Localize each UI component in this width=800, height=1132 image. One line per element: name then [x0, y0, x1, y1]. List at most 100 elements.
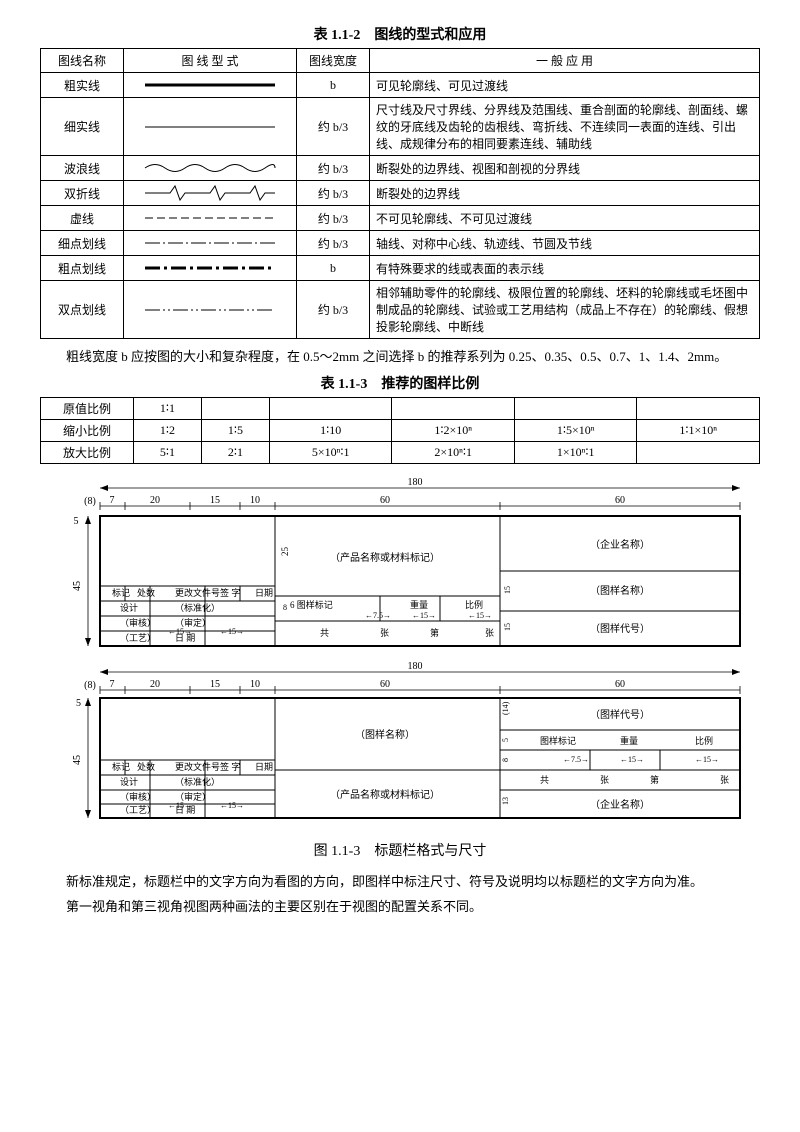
- svg-text:比例: 比例: [465, 599, 483, 610]
- cell-name: 粗实线: [41, 73, 124, 98]
- cell-value: 5∶1: [134, 441, 202, 463]
- svg-text:25: 25: [280, 546, 290, 556]
- cell-name: 波浪线: [41, 156, 124, 181]
- svg-text:45: 45: [72, 581, 83, 591]
- svg-text:←15→: ←15→: [220, 801, 244, 810]
- cell-width: 约 b/3: [297, 98, 370, 156]
- svg-text:图样标记: 图样标记: [540, 735, 576, 746]
- figure-title: 图 1.1-3 标题栏格式与尺寸: [40, 840, 760, 860]
- cell-value: [392, 397, 515, 419]
- svg-text:（图样名称）: （图样名称）: [355, 728, 415, 741]
- svg-text:180: 180: [408, 477, 423, 488]
- svg-text:设计: 设计: [120, 602, 138, 613]
- svg-text:20: 20: [150, 495, 160, 506]
- svg-text:重量: 重量: [410, 599, 428, 610]
- cell-width: 约 b/3: [297, 206, 370, 231]
- cell-style: [124, 231, 297, 256]
- cell-value: 1∶1: [134, 397, 202, 419]
- svg-text:比例: 比例: [695, 735, 713, 746]
- cell-value: 1∶2×10ⁿ: [392, 419, 515, 441]
- cell-usage: 可见轮廓线、可见过渡线: [370, 73, 760, 98]
- table-row: 粗点划线b有特殊要求的线或表面的表示线: [41, 256, 760, 281]
- cell-style: [124, 206, 297, 231]
- svg-text:5: 5: [501, 738, 510, 742]
- table-row: 双点划线约 b/3相邻辅助零件的轮廓线、极限位置的轮廓线、坯料的轮廓线或毛坯图中…: [41, 281, 760, 339]
- table-row: 放大比例5∶12∶15×10ⁿ∶12×10ⁿ∶11×10ⁿ∶1: [41, 441, 760, 463]
- para-b-width: 粗线宽度 b 应按图的大小和复杂程度，在 0.5～2mm 之间选择 b 的推荐系…: [40, 347, 760, 367]
- table2-title: 表 1.1-3 推荐的图样比例: [40, 373, 760, 393]
- th-width: 图线宽度: [297, 49, 370, 73]
- svg-text:←15→: ←15→: [168, 801, 192, 810]
- cell-usage: 有特殊要求的线或表面的表示线: [370, 256, 760, 281]
- cell-value: 2×10ⁿ∶1: [392, 441, 515, 463]
- title-block-diagram-2: 180 (8) 7 20 15 10 60 60 45 5: [40, 660, 760, 834]
- table-row: 细点划线约 b/3轴线、对称中心线、轨迹线、节圆及节线: [41, 231, 760, 256]
- svg-text:第: 第: [650, 774, 659, 785]
- cell-value: 2∶1: [201, 441, 269, 463]
- th-usage: 一 般 应 用: [370, 49, 760, 73]
- cell-name: 双折线: [41, 181, 124, 206]
- cell-usage: 尺寸线及尺寸界线、分界线及范围线、重合剖面的轮廓线、剖面线、螺纹的牙底线及齿轮的…: [370, 98, 760, 156]
- svg-text:(8): (8): [84, 496, 96, 507]
- th-style: 图 线 型 式: [124, 49, 297, 73]
- cell-style: [124, 256, 297, 281]
- cell-style: [124, 73, 297, 98]
- svg-text:共: 共: [540, 775, 549, 785]
- table-row: 缩小比例1∶21∶51∶101∶2×10ⁿ1∶5×10ⁿ1∶1×10ⁿ: [41, 419, 760, 441]
- svg-text:设计: 设计: [120, 776, 138, 787]
- table-row: 粗实线b可见轮廓线、可见过渡线: [41, 73, 760, 98]
- para-view-angle: 第一视角和第三视角视图两种画法的主要区别在于视图的配置关系不同。: [40, 897, 760, 917]
- line-types-table: 图线名称 图 线 型 式 图线宽度 一 般 应 用 粗实线b可见轮廓线、可见过渡…: [40, 48, 760, 339]
- cell-width: 约 b/3: [297, 181, 370, 206]
- svg-text:←15→: ←15→: [695, 755, 719, 764]
- svg-text:60: 60: [380, 679, 390, 690]
- svg-text:5: 5: [76, 698, 81, 709]
- svg-text:（标准化）: （标准化）: [175, 776, 220, 787]
- svg-text:←15→: ←15→: [220, 627, 244, 636]
- svg-text:（图样名称）: （图样名称）: [590, 584, 650, 597]
- cell-name: 细点划线: [41, 231, 124, 256]
- table-row: 细实线 约 b/3尺寸线及尺寸界线、分界线及范围线、重合剖面的轮廓线、剖面线、螺纹…: [41, 98, 760, 156]
- table1-title: 表 1.1-2 图线的型式和应用: [40, 24, 760, 44]
- svg-text:（审核）: （审核）: [120, 617, 156, 628]
- svg-text:（工艺）: （工艺）: [120, 633, 156, 643]
- svg-text:←15→: ←15→: [620, 755, 644, 764]
- diagram1-svg: 180 (8) 7 20 15 10 60 60 45 5: [40, 476, 760, 656]
- cell-value: 1∶2: [134, 419, 202, 441]
- cell-usage: 轴线、对称中心线、轨迹线、节圆及节线: [370, 231, 760, 256]
- svg-text:8: 8: [501, 758, 510, 762]
- cell-usage: 断裂处的边界线: [370, 181, 760, 206]
- cell-width: 约 b/3: [297, 281, 370, 339]
- cell-label: 放大比例: [41, 441, 134, 463]
- svg-text:(14): (14): [501, 701, 510, 715]
- table-row: 原值比例1∶1: [41, 397, 760, 419]
- svg-text:（图样代号）: （图样代号）: [590, 708, 650, 721]
- cell-value: 5×10ⁿ∶1: [269, 441, 392, 463]
- cell-value: 1∶10: [269, 419, 392, 441]
- svg-text:标记: 标记: [112, 761, 130, 772]
- svg-text:（企业名称）: （企业名称）: [590, 538, 650, 551]
- table-row: 双折线 约 b/3断裂处的边界线: [41, 181, 760, 206]
- svg-text:张: 张: [720, 775, 729, 785]
- para-title-block: 新标准规定，标题栏中的文字方向为看图的方向，即图样中标注尺寸、符号及说明均以标题…: [40, 872, 760, 892]
- svg-text:（审核）: （审核）: [120, 791, 156, 802]
- cell-value: [514, 397, 637, 419]
- cell-value: [201, 397, 269, 419]
- svg-text:60: 60: [380, 495, 390, 506]
- diagram2-svg: 180 (8) 7 20 15 10 60 60 45 5: [40, 660, 760, 830]
- ratio-table: 原值比例1∶1缩小比例1∶21∶51∶101∶2×10ⁿ1∶5×10ⁿ1∶1×1…: [40, 397, 760, 464]
- cell-name: 虚线: [41, 206, 124, 231]
- svg-text:（工艺）: （工艺）: [120, 805, 156, 815]
- svg-text:重量: 重量: [620, 735, 638, 746]
- svg-text:签 字: 签 字: [220, 761, 240, 772]
- svg-text:←15→: ←15→: [168, 627, 192, 636]
- cell-style: [124, 98, 297, 156]
- cell-style: [124, 156, 297, 181]
- cell-style: [124, 181, 297, 206]
- svg-text:日期: 日期: [255, 762, 273, 772]
- cell-label: 原值比例: [41, 397, 134, 419]
- cell-width: 约 b/3: [297, 156, 370, 181]
- svg-text:←7.5→: ←7.5→: [563, 755, 589, 764]
- svg-text:更改文件号: 更改文件号: [175, 761, 220, 772]
- cell-name: 细实线: [41, 98, 124, 156]
